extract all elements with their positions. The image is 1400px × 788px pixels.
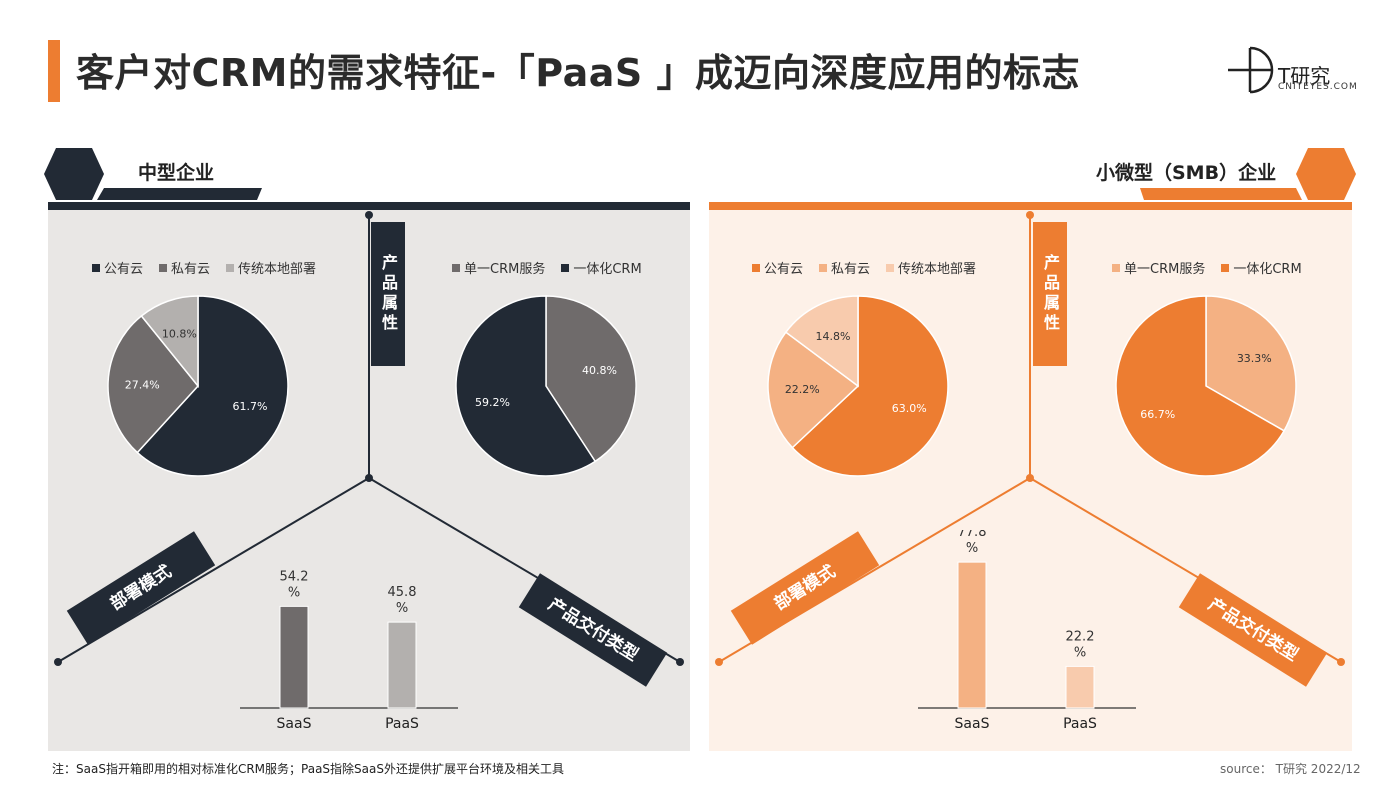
legend-label: 一体化CRM: [1233, 262, 1302, 277]
bar-value-label: %: [396, 601, 408, 616]
pie-slice: [136, 295, 289, 477]
pie-value-label: 63.0%: [892, 402, 927, 415]
page-title: 客户对CRM的需求特征-「PaaS 」成迈向深度应用的标志: [76, 51, 1080, 95]
legend-swatch: [159, 263, 168, 272]
logo-icon: [1228, 46, 1274, 94]
pie-value-label: 27.4%: [125, 378, 160, 391]
legend-label: 传统本地部署: [238, 262, 317, 277]
title-accent-bar: [48, 40, 60, 102]
legend-swatch: [752, 263, 760, 272]
legend-swatch: [92, 263, 100, 272]
pie-slice: [767, 331, 860, 449]
pie-value-label: 22.2%: [785, 383, 820, 396]
pie-value-label: 10.8%: [162, 327, 197, 340]
left-deploy-pie-chart: 61.7% 27.4% 10.8%: [107, 295, 289, 477]
pie-value-label: 14.8%: [816, 330, 851, 343]
left-delivery-bar-chart: 54.2% SaaS 45.8% PaaS: [240, 569, 458, 732]
legend-label: 私有云: [831, 262, 871, 277]
right-segment-header-shape: [1140, 148, 1356, 200]
left-legend-deploy: 公有云 私有云 传统本地部署: [92, 258, 316, 277]
bar-category-label: PaaS: [1063, 716, 1097, 732]
pie-slice: [1205, 295, 1297, 432]
pie-value-label: 61.7%: [233, 400, 268, 413]
bar: [387, 621, 417, 709]
legend-swatch: [819, 263, 828, 272]
pie-slice: [140, 295, 199, 389]
logo-site: CNITEYES.COM: [1278, 82, 1358, 92]
bar-category-label: SaaS: [955, 716, 990, 732]
right-legend-deploy: 公有云 私有云 传统本地部署: [752, 258, 976, 277]
logo-name: T研究: [1278, 64, 1331, 88]
bar-value-label: 54.2: [280, 569, 309, 584]
bar-value-label: %: [288, 585, 300, 600]
left-segment-title: 中型企业: [138, 162, 215, 184]
legend-swatch: [452, 263, 460, 272]
bar-value-label: 22.2: [1066, 629, 1095, 644]
bar: [279, 605, 309, 709]
left-center-label: 产品属性: [371, 222, 405, 366]
legend-swatch: [561, 263, 570, 272]
right-legend-product: 单一CRM服务 一体化CRM: [1112, 258, 1302, 277]
bar-value-label: %: [966, 541, 978, 556]
legend-label: 公有云: [764, 262, 804, 277]
legend-swatch: [1112, 263, 1120, 272]
pie-value-label: 59.2%: [475, 396, 510, 409]
bar-value-label: %: [1074, 645, 1086, 660]
right-center-label: 产品属性: [1033, 222, 1067, 366]
pie-slice: [107, 314, 199, 454]
legend-swatch: [1221, 263, 1230, 272]
left-segment-header-shape: [44, 148, 262, 200]
bar-value-label: 77.8: [958, 530, 987, 540]
source-text: source： T研究 2022/12: [1220, 762, 1361, 776]
legend-label: 单一CRM服务: [1124, 262, 1206, 277]
bar: [1065, 665, 1095, 709]
pie-slice: [455, 295, 597, 477]
pie-slice: [791, 295, 949, 477]
pie-value-label: 33.3%: [1237, 352, 1272, 365]
footnote: 注：SaaS指开箱即用的相对标准化CRM服务；PaaS指除SaaS外还提供扩展平…: [52, 762, 564, 776]
left-panel-topline: [48, 202, 690, 210]
right-deploy-pie-chart: 63.0% 22.2% 14.8%: [767, 295, 949, 477]
legend-label: 公有云: [104, 262, 144, 277]
pie-slice: [1115, 295, 1286, 477]
right-segment-title: 小微型（SMB）企业: [1096, 162, 1277, 184]
legend-swatch: [886, 263, 895, 272]
bar: [957, 561, 987, 709]
right-product-pie-chart: 33.3% 66.7%: [1115, 295, 1297, 477]
right-panel-topline: [709, 202, 1352, 210]
pie-value-label: 66.7%: [1140, 408, 1175, 421]
left-legend-product: 单一CRM服务 一体化CRM: [452, 258, 642, 277]
bar-category-label: SaaS: [277, 716, 312, 732]
legend-label: 传统本地部署: [898, 262, 977, 277]
right-delivery-bar-chart: 77.8% SaaS 22.2% PaaS: [918, 530, 1136, 732]
bar-value-label: 45.8: [388, 585, 417, 600]
legend-label: 私有云: [171, 262, 211, 277]
legend-label: 一体化CRM: [573, 262, 642, 277]
pie-slice: [784, 295, 859, 388]
bar-category-label: PaaS: [385, 716, 419, 732]
pie-value-label: 40.8%: [582, 364, 617, 377]
left-product-pie-chart: 40.8% 59.2%: [455, 295, 637, 477]
legend-swatch: [226, 263, 235, 272]
legend-label: 单一CRM服务: [464, 262, 546, 277]
